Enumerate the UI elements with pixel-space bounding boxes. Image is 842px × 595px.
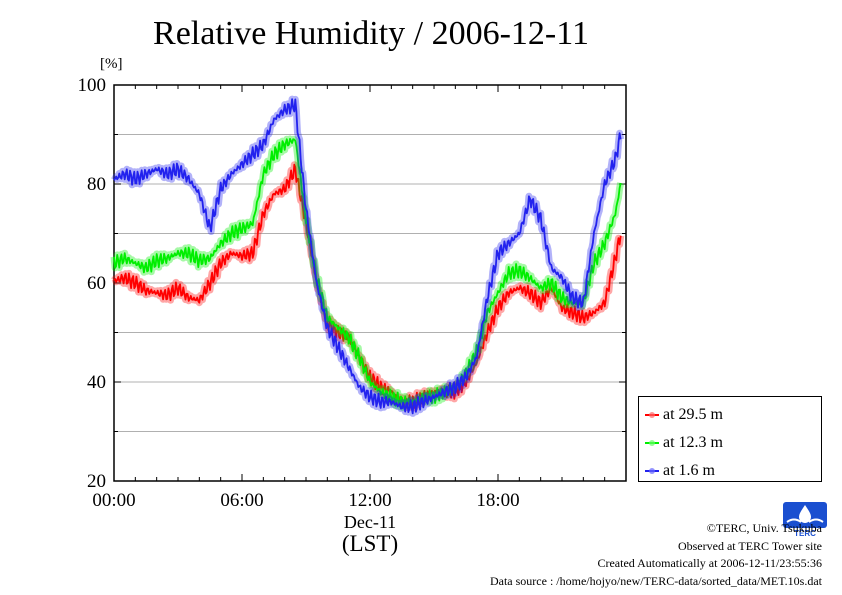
series-line xyxy=(113,98,622,415)
series-at-12-3-m xyxy=(110,135,625,412)
created-text: Created Automatically at 2006-12-11/23:5… xyxy=(597,556,822,570)
terc-logo-icon: TERC xyxy=(783,502,827,538)
x-tick-label: 00:00 xyxy=(92,490,135,511)
legend-item-29-5m: at 29.5 m xyxy=(639,401,821,429)
chart-title: Relative Humidity / 2006-12-11 xyxy=(153,15,589,52)
legend-label: at 29.5 m xyxy=(663,406,723,423)
y-axis-unit-label: [%] xyxy=(100,56,123,72)
x-axis-date-label: Dec-11 xyxy=(343,512,397,532)
legend: at 29.5 m at 12.3 m at 1.6 m xyxy=(638,396,822,482)
y-tick-label: 80 xyxy=(87,174,106,195)
y-tick-label: 20 xyxy=(87,471,106,492)
legend-swatch-green xyxy=(645,438,659,448)
x-tick-label: 06:00 xyxy=(220,490,263,511)
series-line xyxy=(113,138,622,409)
legend-item-1-6m: at 1.6 m xyxy=(639,457,821,485)
data-source-text: Data source : /home/hojyo/new/TERC-data/… xyxy=(489,573,822,588)
x-tick-label: 12:00 xyxy=(348,490,391,511)
legend-swatch-red xyxy=(645,410,659,420)
x-axis-unit-label: (LST) xyxy=(341,531,399,556)
legend-label: at 12.3 m xyxy=(663,434,723,451)
y-tick-label: 100 xyxy=(78,75,107,96)
y-tick-labels: 20 40 60 80 100 xyxy=(78,75,107,492)
series-at-1-6-m xyxy=(111,95,625,417)
series-layer xyxy=(110,95,625,417)
legend-item-12-3m: at 12.3 m xyxy=(639,429,821,457)
y-tick-label: 40 xyxy=(87,372,106,393)
copyright-text: ©TERC, Univ. Tsukuba xyxy=(706,521,822,535)
x-tick-labels: 00:00 06:00 12:00 18:00 xyxy=(92,490,519,511)
axis-ticks xyxy=(113,84,627,482)
legend-swatch-blue xyxy=(645,466,659,476)
y-tick-label: 60 xyxy=(87,273,106,294)
x-tick-label: 18:00 xyxy=(476,490,519,511)
observed-text: Observed at TERC Tower site xyxy=(677,538,822,553)
credits-block: ©TERC, Univ. Tsukuba Observed at TERC To… xyxy=(490,520,822,590)
logo-text: TERC xyxy=(794,529,816,538)
legend-label: at 1.6 m xyxy=(663,462,715,479)
